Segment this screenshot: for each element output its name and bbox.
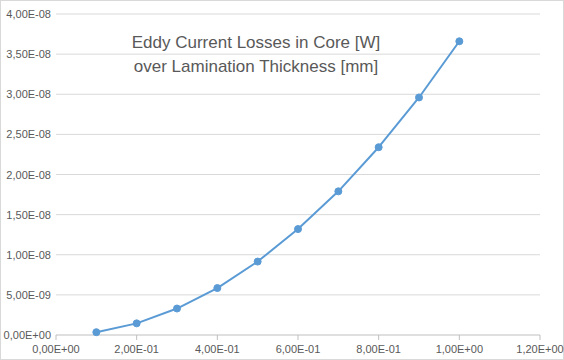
data-point: [214, 285, 221, 292]
data-point: [375, 144, 382, 151]
chart: 0,00E+00 5,00E-09 1,00E-08 1,50E-08 2,00E-08…: [0, 0, 564, 360]
grid-line: [56, 174, 540, 175]
chart-border: [1, 1, 564, 360]
x-tick: [136, 335, 137, 340]
grid-line: [56, 134, 540, 135]
grid-line: [56, 14, 540, 15]
y-tick-label: 1,50E-08: [6, 209, 51, 221]
x-tick-label: 1,00E+00: [436, 343, 483, 355]
x-tick-label: 8,00E-01: [356, 343, 401, 355]
grid-line: [56, 54, 540, 55]
data-point: [93, 329, 100, 336]
y-tick-label: 3,00E-08: [6, 88, 51, 100]
grid-line: [56, 254, 540, 255]
data-point: [174, 305, 181, 312]
x-tick-label: 4,00E-01: [195, 343, 240, 355]
x-tick-label: 6,00E-01: [276, 343, 321, 355]
grid-line: [56, 294, 540, 295]
x-tick: [298, 335, 299, 340]
x-tick-label: 1,20E+00: [516, 343, 563, 355]
data-point: [416, 94, 423, 101]
data-point: [335, 188, 342, 195]
data-point: [254, 258, 261, 265]
data-point: [133, 320, 140, 327]
data-line: [96, 41, 459, 332]
data-point: [295, 226, 302, 233]
y-tick-label: 2,50E-08: [6, 128, 51, 140]
y-tick-label: 3,50E-08: [6, 48, 51, 60]
chart-subtitle: over Lamination Thickness [mm]: [134, 57, 378, 76]
y-tick-label: 4,00E-08: [6, 8, 51, 20]
grid-line: [56, 214, 540, 215]
y-tick-label: 2,00E-08: [6, 169, 51, 181]
y-tick-label: 5,00E-09: [6, 289, 51, 301]
grid-line: [56, 94, 540, 95]
x-tick: [459, 335, 460, 340]
y-tick-label: 0,00E+00: [4, 329, 51, 341]
data-point: [456, 38, 463, 45]
plot-area: [93, 38, 463, 336]
x-tick: [56, 335, 57, 340]
x-tick-label: 2,00E-01: [114, 343, 159, 355]
x-tick-label: 0,00E+00: [32, 343, 79, 355]
x-tick: [378, 335, 379, 340]
x-tick: [540, 335, 541, 340]
x-tick: [217, 335, 218, 340]
y-tick-label: 1,00E-08: [6, 249, 51, 261]
chart-title: Eddy Current Losses in Core [W]: [132, 33, 380, 52]
